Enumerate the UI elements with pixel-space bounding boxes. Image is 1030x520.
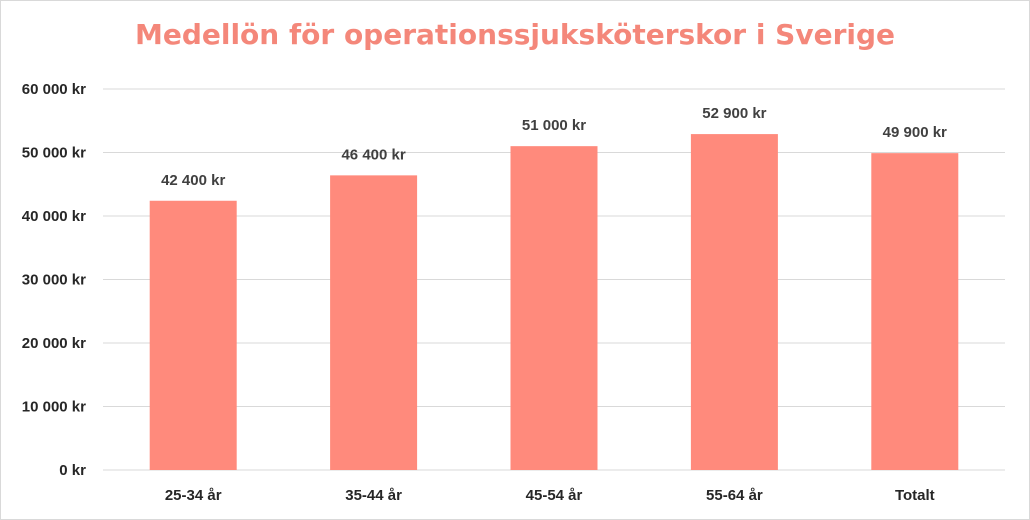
data-label: 52 900 kr bbox=[702, 105, 766, 122]
x-tick-label: 25-34 år bbox=[165, 487, 222, 504]
data-label: 49 900 kr bbox=[883, 124, 947, 141]
y-tick-label: 40 000 kr bbox=[22, 208, 86, 225]
y-tick-label: 50 000 kr bbox=[22, 145, 86, 162]
y-tick-label: 10 000 kr bbox=[22, 399, 86, 416]
x-tick-label: Totalt bbox=[895, 487, 935, 504]
y-tick-label: 60 000 kr bbox=[22, 81, 86, 98]
y-tick-label: 20 000 kr bbox=[22, 335, 86, 352]
y-tick-label: 30 000 kr bbox=[22, 272, 86, 289]
x-tick-label: 45-54 år bbox=[526, 487, 583, 504]
bar bbox=[330, 175, 418, 471]
x-tick-label: 55-64 år bbox=[706, 487, 763, 504]
y-tick-label: 0 kr bbox=[59, 462, 86, 479]
data-label: 51 000 kr bbox=[522, 117, 586, 134]
bar bbox=[871, 153, 959, 470]
bar bbox=[690, 134, 778, 470]
data-label: 46 400 kr bbox=[341, 146, 405, 163]
data-label: 42 400 kr bbox=[161, 172, 225, 189]
x-tick-label: 35-44 år bbox=[345, 487, 402, 504]
bar bbox=[510, 146, 598, 470]
chart-title: Medellön för operationssjuksköterskor i … bbox=[134, 18, 896, 51]
bar bbox=[149, 200, 237, 470]
